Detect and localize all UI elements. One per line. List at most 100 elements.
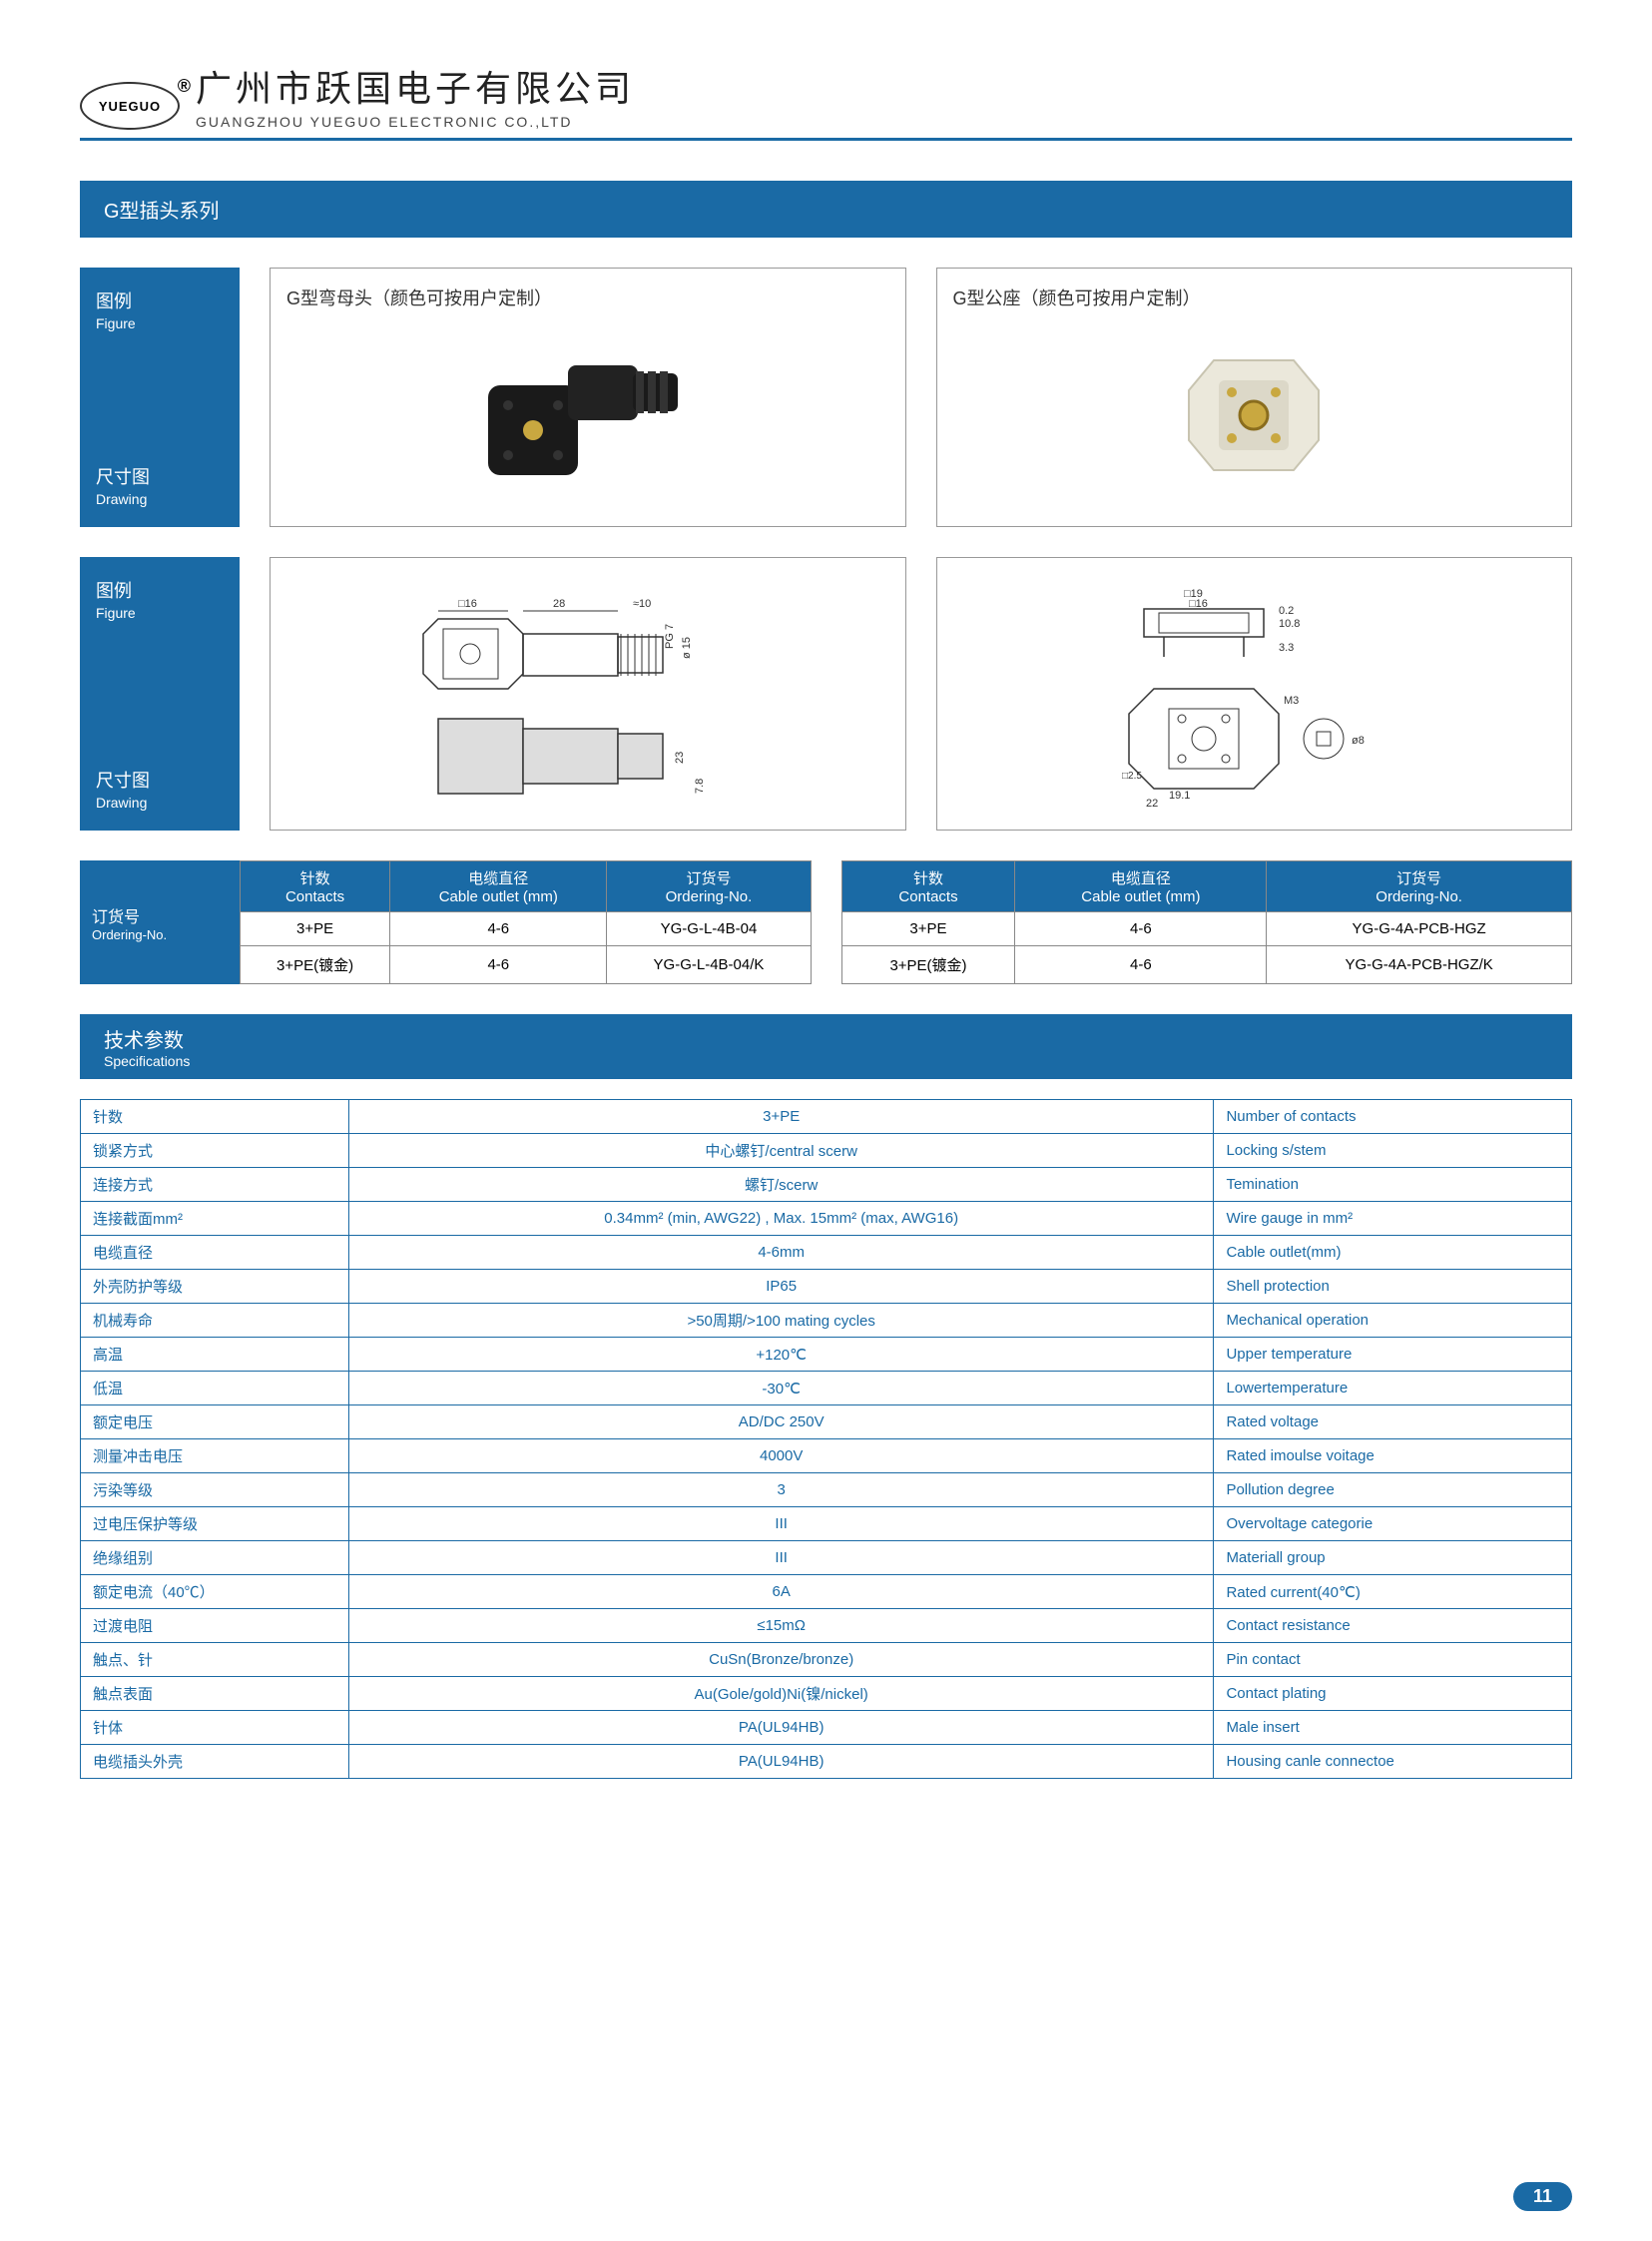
spec-value: >50周期/>100 mating cycles [348,1304,1214,1338]
spec-row: 连接方式螺钉/scerwTemination [81,1168,1572,1202]
svg-text:3.3: 3.3 [1279,642,1294,654]
spec-en: Cable outlet(mm) [1214,1236,1572,1270]
spec-cn: 额定电压 [81,1405,349,1439]
spec-value: CuSn(Bronze/bronze) [348,1643,1214,1677]
spec-en: Number of contacts [1214,1100,1572,1134]
table-row: 3+PE(镀金)4-6YG-G-4A-PCB-HGZ/K [841,946,1572,984]
label-drawing-cn-2: 尺寸图 [96,771,150,791]
spec-row: 测量冲击电压4000VRated imoulse voitage [81,1439,1572,1473]
spec-row: 针体PA(UL94HB)Male insert [81,1711,1572,1745]
svg-text:22: 22 [1146,798,1158,809]
page-number: 11 [1513,2182,1572,2211]
spec-title-en: Specifications [104,1053,1548,1069]
spec-en: Temination [1214,1168,1572,1202]
table-row: 3+PE4-6YG-G-L-4B-04 [241,912,812,946]
spec-value: III [348,1507,1214,1541]
product-right-title: G型公座（颜色可按用户定制） [953,284,1556,310]
table-header-row: 针数Contacts 电缆直径Cable outlet (mm) 订货号Orde… [841,861,1572,912]
table-row: 3+PE4-6YG-G-4A-PCB-HGZ [841,912,1572,946]
svg-text:0.2: 0.2 [1279,605,1294,617]
label-drawing-en-2: Drawing [96,795,224,811]
spec-row: 外壳防护等级IP65Shell protection [81,1270,1572,1304]
company-logo: YUEGUO ® [80,82,180,130]
spec-cn: 电缆插头外壳 [81,1745,349,1779]
table-cell: YG-G-4A-PCB-HGZ [1267,912,1572,946]
spec-cn: 过渡电阻 [81,1609,349,1643]
label-figure-cn-2: 图例 [96,581,132,601]
spec-value: 4000V [348,1439,1214,1473]
drawing-row: 图例 Figure 尺寸图 Drawing Top view [80,557,1572,831]
spec-cn: 污染等级 [81,1473,349,1507]
order-cn: 订货号 [92,903,228,927]
svg-text:28: 28 [553,598,565,610]
product-right-box: G型公座（颜色可按用户定制） [936,268,1573,527]
spec-value: PA(UL94HB) [348,1711,1214,1745]
order-grid-right: 针数Contacts 电缆直径Cable outlet (mm) 订货号Orde… [841,860,1573,984]
spec-value: 中心螺钉/central scerw [348,1134,1214,1168]
spec-row: 污染等级3Pollution degree [81,1473,1572,1507]
spec-row: 触点、针CuSn(Bronze/bronze)Pin contact [81,1643,1572,1677]
spec-row: 高温+120℃Upper temperature [81,1338,1572,1372]
spec-header: 技术参数 Specifications [80,1014,1572,1079]
svg-text:19.1: 19.1 [1169,790,1190,802]
spec-row: 额定电流（40℃）6ARated current(40℃) [81,1575,1572,1609]
spec-cn: 锁紧方式 [81,1134,349,1168]
spec-en: Rated imoulse voitage [1214,1439,1572,1473]
spec-value: 0.34mm² (min, AWG22) , Max. 15mm² (max, … [348,1202,1214,1236]
spec-row: 锁紧方式中心螺钉/central scerwLocking s/stem [81,1134,1572,1168]
table-cell: 4-6 [390,912,607,946]
table-cell: 3+PE [241,912,390,946]
spec-cn: 低温 [81,1372,349,1405]
label-drawing: 尺寸图 Drawing [96,463,224,507]
svg-text:M3: M3 [1284,695,1299,707]
table-cell: 4-6 [1015,946,1267,984]
th-order: 订货号Ordering-No. [607,861,811,912]
th-order: 订货号Ordering-No. [1267,861,1572,912]
label-figure-en: Figure [96,315,224,331]
svg-text:23: 23 [674,752,686,764]
spec-value: +120℃ [348,1338,1214,1372]
spec-cn: 测量冲击电压 [81,1439,349,1473]
spec-title-cn: 技术参数 [104,1030,184,1052]
table-cell: 3+PE [841,912,1015,946]
svg-text:10.8: 10.8 [1279,618,1300,630]
product-right-image [953,320,1556,510]
spec-en: Contact resistance [1214,1609,1572,1643]
table-cell: 4-6 [390,946,607,984]
svg-text:PG 7: PG 7 [664,624,676,649]
spec-cn: 连接方式 [81,1168,349,1202]
product-left-box: G型弯母头（颜色可按用户定制） [270,268,906,527]
spec-cn: 针体 [81,1711,349,1745]
spec-row: 过渡电阻≤15mΩContact resistance [81,1609,1572,1643]
drawing-side-label: 图例 Figure 尺寸图 Drawing [80,557,240,831]
table-cell: 3+PE(镀金) [241,946,390,984]
label-drawing-en: Drawing [96,491,224,507]
spec-cn: 机械寿命 [81,1304,349,1338]
spec-row: 电缆直径4-6mmCable outlet(mm) [81,1236,1572,1270]
th-contacts: 针数Contacts [841,861,1015,912]
spec-value: 3 [348,1473,1214,1507]
series-title-bar: G型插头系列 [80,181,1572,238]
product-photo-row: 图例 Figure 尺寸图 Drawing G型弯母头（颜色可按用户定制） [80,268,1572,527]
drawing-right-box: □19 □16 10.8 0.2 3.3 M3 ø8 22 [936,557,1573,831]
drawing-left-box: Top view □16 28 ≈10 [270,557,906,831]
svg-text:ø 15: ø 15 [681,637,693,659]
spec-cn: 高温 [81,1338,349,1372]
spec-value: 6A [348,1575,1214,1609]
spec-en: Lowertemperature [1214,1372,1572,1405]
registered-mark: ® [178,76,192,97]
order-table-right: 针数Contacts 电缆直径Cable outlet (mm) 订货号Orde… [841,860,1573,984]
spec-en: Overvoltage categorie [1214,1507,1572,1541]
spec-value: III [348,1541,1214,1575]
label-figure-cn: 图例 [96,291,132,311]
svg-text:□16: □16 [1189,598,1208,610]
spec-cn: 触点表面 [81,1677,349,1711]
spec-en: Pin contact [1214,1643,1572,1677]
spec-value: 3+PE [348,1100,1214,1134]
spec-value: PA(UL94HB) [348,1745,1214,1779]
spec-en: Wire gauge in mm² [1214,1202,1572,1236]
spec-cn: 针数 [81,1100,349,1134]
spec-en: Shell protection [1214,1270,1572,1304]
spec-cn: 过电压保护等级 [81,1507,349,1541]
spec-value: IP65 [348,1270,1214,1304]
